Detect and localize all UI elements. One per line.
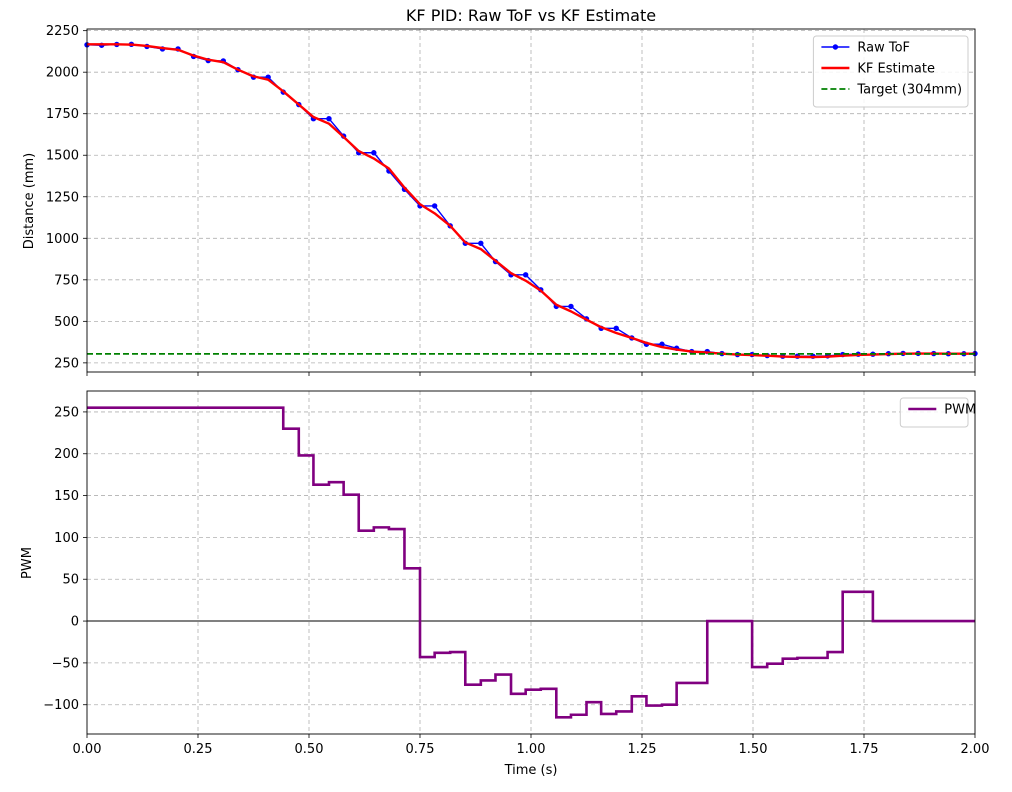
top-subplot: KF PID: Raw ToF vs KF Estimate 250 500 750…: [22, 6, 978, 376]
top-y-tick-label: 1000: [46, 232, 79, 247]
pwm-series-line: [87, 406, 975, 719]
kf-estimate-series-line: [87, 43, 975, 359]
top-y-tick-label: 2000: [46, 66, 79, 81]
top-y-tick-label: 250: [54, 356, 79, 371]
bottom-y-tick-label: −100: [43, 698, 79, 713]
top-legend-box: [812, 35, 969, 108]
bottom-x-tick-label: 0.75: [406, 742, 435, 757]
raw-tof-point: [613, 325, 619, 332]
bottom-x-axis-label: Time (s): [504, 763, 558, 778]
top-series-group: [84, 41, 978, 359]
bottom-y-axis-label: PWM: [20, 547, 35, 579]
raw-tof-point: [568, 303, 574, 310]
top-gridlines: [87, 29, 975, 372]
bottom-axis-ticks: 0.00 0.25 0.50 0.75 1.00 1.25 1.50 1.75 2.00 −100…: [43, 405, 989, 757]
top-legend: Raw ToF KF Estimate Target (304mm): [812, 35, 969, 108]
chart-title: KF PID: Raw ToF vs KF Estimate: [406, 6, 656, 25]
bottom-x-tick-label: 0.25: [184, 742, 213, 757]
top-y-tick-label: 1750: [46, 107, 79, 122]
raw-tof-point: [371, 150, 377, 156]
top-y-axis-label: Distance (mm): [22, 153, 37, 249]
top-y-tick-label: 1500: [46, 149, 79, 164]
bottom-series-group: [87, 406, 975, 719]
bottom-x-tick-label: 0.50: [295, 742, 324, 757]
bottom-x-tick-label: 1.75: [850, 742, 879, 757]
bottom-gridlines: [87, 391, 975, 734]
bottom-x-tick-label: 2.00: [961, 742, 990, 757]
legend-label-pwm: PWM: [944, 403, 976, 418]
legend-label-raw-tof: Raw ToF: [857, 41, 910, 56]
bottom-legend-box: [899, 397, 969, 428]
bottom-x-tick-label: 1.50: [739, 742, 768, 757]
bottom-x-tick-label: 1.00: [517, 742, 546, 757]
raw-tof-point: [326, 115, 332, 122]
bottom-y-tick-label: 100: [54, 531, 79, 546]
bottom-y-tick-label: 200: [54, 447, 79, 462]
legend-label-target-304mm: Target (304mm): [856, 83, 962, 98]
bottom-x-tick-label: 1.25: [628, 742, 657, 757]
bottom-y-tick-label: 0: [71, 615, 79, 630]
top-axis-ticks: 250 500 750 1000 1250 1500 1750 2000 2250: [46, 24, 976, 376]
legend-marker-raw-tof: [832, 44, 839, 50]
bottom-y-tick-label: 150: [54, 489, 79, 504]
bottom-y-tick-label: 250: [54, 405, 79, 420]
raw-tof-point: [478, 240, 484, 246]
bottom-y-tick-label: −50: [52, 656, 79, 671]
raw-tof-point: [522, 272, 529, 278]
top-y-tick-label: 500: [54, 315, 79, 330]
bottom-subplot: 0.00 0.25 0.50 0.75 1.00 1.25 1.50 1.75 2.00 −100…: [20, 390, 989, 778]
bottom-y-tick-label: 50: [62, 573, 79, 588]
top-y-tick-label: 750: [54, 273, 79, 288]
top-y-tick-label: 2250: [46, 24, 79, 39]
bottom-x-tick-label: 0.00: [73, 742, 102, 757]
raw-tof-point: [431, 203, 438, 209]
top-y-tick-label: 1250: [46, 190, 79, 205]
legend-label-kf-estimate: KF Estimate: [857, 62, 935, 77]
bottom-legend: PWM: [899, 397, 976, 428]
